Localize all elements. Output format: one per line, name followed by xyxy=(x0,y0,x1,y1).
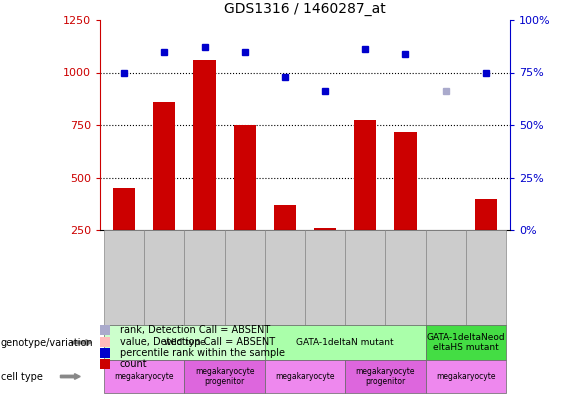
Text: percentile rank within the sample: percentile rank within the sample xyxy=(120,348,285,358)
Text: count: count xyxy=(120,359,147,369)
Bar xyxy=(394,132,416,230)
Text: rank, Detection Call = ABSENT: rank, Detection Call = ABSENT xyxy=(120,325,270,335)
Title: GDS1316 / 1460287_at: GDS1316 / 1460287_at xyxy=(224,2,386,16)
Text: megakaryocyte
progenitor: megakaryocyte progenitor xyxy=(355,367,415,386)
Text: genotype/variation: genotype/variation xyxy=(1,337,93,347)
Bar xyxy=(434,230,457,231)
Text: GATA-1deltaN mutant: GATA-1deltaN mutant xyxy=(297,338,394,347)
Bar xyxy=(274,205,296,230)
Text: cell type: cell type xyxy=(1,371,42,382)
Text: wild type: wild type xyxy=(164,338,205,347)
Bar xyxy=(354,120,376,230)
Bar xyxy=(193,60,216,230)
Bar xyxy=(314,228,336,230)
Text: megakaryocyte: megakaryocyte xyxy=(115,372,174,381)
Text: megakaryocyte
progenitor: megakaryocyte progenitor xyxy=(195,367,254,386)
Bar xyxy=(475,198,497,230)
Bar xyxy=(113,188,135,230)
Bar xyxy=(234,125,256,230)
Text: value, Detection Call = ABSENT: value, Detection Call = ABSENT xyxy=(120,337,275,347)
Bar xyxy=(153,102,175,230)
Text: megakaryocyte: megakaryocyte xyxy=(436,372,496,381)
Text: megakaryocyte: megakaryocyte xyxy=(275,372,334,381)
Text: GATA-1deltaNeod
eltaHS mutant: GATA-1deltaNeod eltaHS mutant xyxy=(427,333,505,352)
